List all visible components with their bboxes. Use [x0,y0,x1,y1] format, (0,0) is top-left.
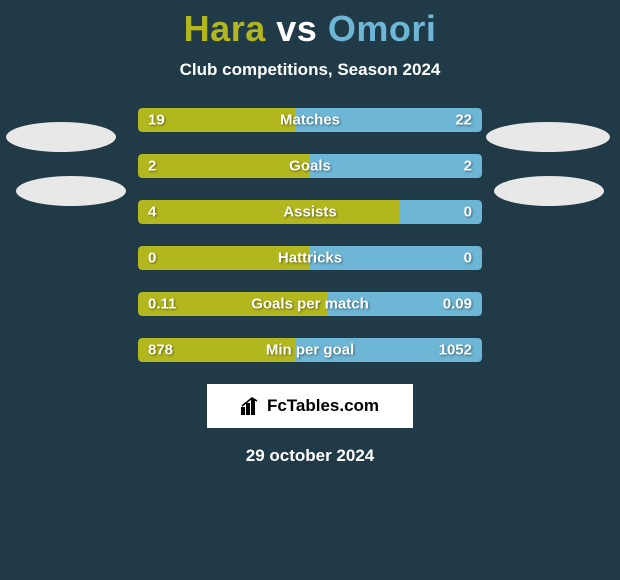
footer-brand: FcTables.com [267,396,379,416]
title: Hara vs Omori [0,0,620,50]
value-left: 878 [148,342,173,359]
stat-row: 0.11 0.09 Goals per match [138,292,482,316]
value-left: 4 [148,204,156,221]
value-left: 0 [148,250,156,267]
row-label: Assists [283,204,336,221]
bar-left [138,154,310,178]
player-oval [6,122,116,152]
stat-row: 0 0 Hattricks [138,246,482,270]
player-oval [494,176,604,206]
title-vs: vs [276,8,317,49]
value-right: 22 [455,112,472,129]
player-oval [16,176,126,206]
date: 29 october 2024 [0,446,620,466]
value-right: 1052 [439,342,472,359]
bar-chart-icon [241,397,261,415]
row-label: Goals per match [251,296,369,313]
value-right: 0 [464,204,472,221]
stat-row: 19 22 Matches [138,108,482,132]
value-right: 0.09 [443,296,472,313]
subtitle: Club competitions, Season 2024 [0,60,620,80]
value-left: 2 [148,158,156,175]
stat-row: 878 1052 Min per goal [138,338,482,362]
row-label: Goals [289,158,331,175]
footer-badge: FcTables.com [207,384,413,428]
row-label: Matches [280,112,340,129]
row-label: Min per goal [266,342,354,359]
value-right: 2 [464,158,472,175]
title-player2: Omori [328,8,437,49]
row-label: Hattricks [278,250,342,267]
player-oval [486,122,610,152]
value-left: 0.11 [148,296,176,313]
bar-left [138,200,399,224]
value-left: 19 [148,112,165,129]
stat-row: 4 0 Assists [138,200,482,224]
stat-row: 2 2 Goals [138,154,482,178]
bar-right [310,154,482,178]
value-right: 0 [464,250,472,267]
title-player1: Hara [184,8,266,49]
